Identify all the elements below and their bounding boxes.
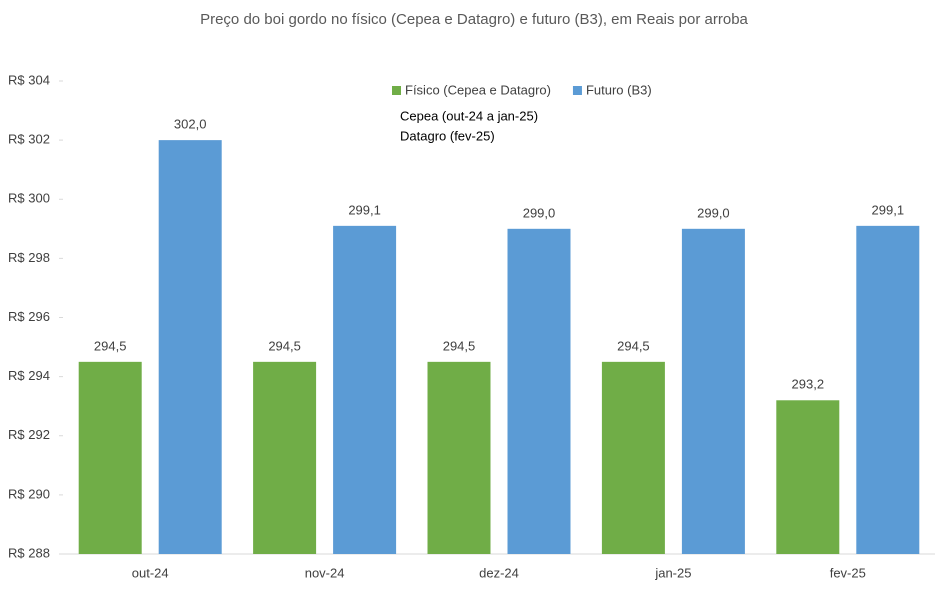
chart-title: Preço do boi gordo no físico (Cepea e Da… — [200, 11, 748, 28]
bar — [427, 361, 491, 554]
y-tick-label: R$ 298 — [8, 250, 50, 265]
x-tick-label: jan-25 — [654, 565, 691, 580]
bar — [681, 228, 745, 554]
x-tick-label: out-24 — [132, 565, 169, 580]
bar — [507, 228, 571, 554]
bar — [856, 225, 920, 554]
value-label: 294,5 — [94, 338, 127, 353]
y-tick-label: R$ 300 — [8, 191, 50, 206]
bar — [78, 361, 142, 554]
bar — [601, 361, 665, 554]
legend-swatch — [392, 86, 401, 95]
value-label: 299,0 — [697, 205, 730, 220]
value-label: 299,1 — [872, 202, 905, 217]
bar — [776, 400, 840, 554]
x-tick-label: fev-25 — [830, 565, 866, 580]
annotation: Cepea (out-24 a jan-25) — [400, 108, 538, 123]
y-tick-label: R$ 290 — [8, 486, 50, 501]
value-label: 294,5 — [268, 338, 301, 353]
value-label: 299,1 — [348, 202, 381, 217]
x-tick-label: nov-24 — [305, 565, 345, 580]
annotation: Datagro (fev-25) — [400, 128, 495, 143]
value-label: 294,5 — [443, 338, 476, 353]
y-tick-label: R$ 296 — [8, 309, 50, 324]
y-tick-label: R$ 288 — [8, 545, 50, 560]
x-tick-label: dez-24 — [479, 565, 519, 580]
legend-label: Futuro (B3) — [586, 82, 652, 97]
legend-swatch — [572, 86, 582, 95]
bar — [158, 140, 222, 554]
bar — [253, 361, 317, 554]
y-tick-label: R$ 294 — [8, 368, 50, 383]
legend-label: Físico (Cepea e Datagro) — [405, 82, 551, 97]
bar — [333, 225, 397, 554]
y-tick-label: R$ 302 — [8, 132, 50, 147]
value-label: 302,0 — [174, 117, 207, 132]
value-label: 299,0 — [523, 205, 556, 220]
y-tick-label: R$ 304 — [8, 72, 50, 87]
value-label: 294,5 — [617, 338, 650, 353]
y-tick-label: R$ 292 — [8, 427, 50, 442]
value-label: 293,2 — [792, 377, 825, 392]
